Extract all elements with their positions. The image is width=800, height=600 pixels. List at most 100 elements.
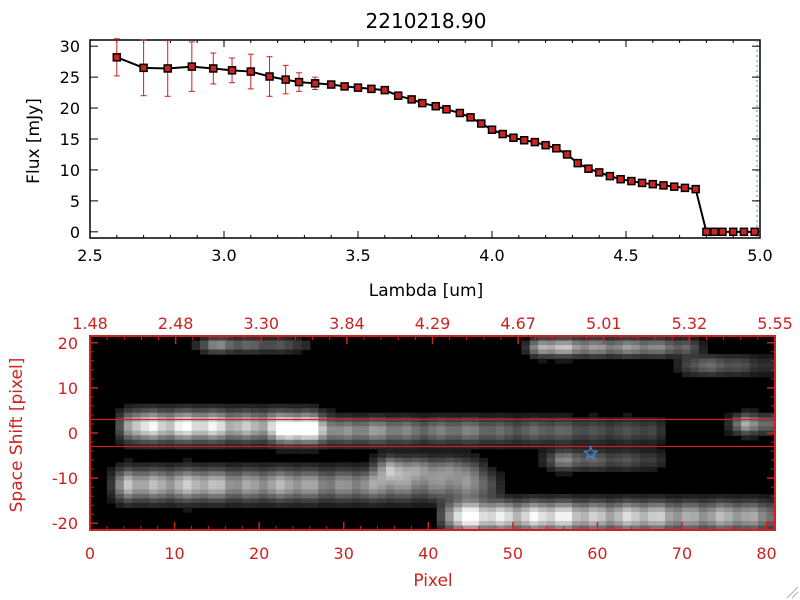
image-pixel bbox=[267, 345, 277, 351]
image-pixel bbox=[369, 426, 379, 432]
image-pixel bbox=[166, 421, 176, 427]
image-pixel bbox=[140, 502, 150, 509]
image-pixel bbox=[402, 484, 412, 490]
image-pixel bbox=[572, 426, 582, 432]
image-pixel bbox=[419, 466, 429, 472]
image-pixel bbox=[157, 493, 167, 500]
spectrum-data-point bbox=[281, 75, 290, 84]
image-top-tick-label: 4.67 bbox=[500, 314, 536, 333]
image-pixel bbox=[326, 493, 336, 500]
image-pixel bbox=[758, 426, 768, 432]
spectrum-data-point bbox=[627, 176, 636, 186]
image-pixel bbox=[681, 367, 692, 373]
image-pixel bbox=[470, 489, 480, 495]
image-pixel bbox=[428, 493, 438, 500]
image-pixel bbox=[639, 439, 649, 445]
image-pixel bbox=[732, 354, 742, 360]
image-pixel bbox=[758, 358, 768, 364]
image-pixel bbox=[588, 435, 599, 441]
image-pixel bbox=[267, 493, 277, 500]
image-pixel bbox=[318, 475, 328, 481]
image-pixel bbox=[411, 430, 421, 436]
image-pixel bbox=[715, 502, 725, 509]
image-pixel bbox=[555, 336, 565, 342]
image-pixel bbox=[639, 516, 649, 522]
image-pixel bbox=[259, 466, 269, 472]
image-pixel bbox=[453, 511, 463, 518]
image-pixel bbox=[360, 462, 370, 468]
image-pixel bbox=[149, 498, 159, 504]
image-pixel bbox=[301, 502, 311, 509]
image-pixel bbox=[529, 412, 539, 418]
image-pixel bbox=[563, 358, 573, 364]
image-pixel bbox=[284, 489, 294, 495]
image-pixel bbox=[360, 480, 370, 486]
spectrum-data-point bbox=[393, 91, 403, 100]
image-pixel bbox=[259, 475, 269, 481]
image-pixel bbox=[199, 439, 209, 445]
image-pixel bbox=[411, 489, 421, 495]
image-pixel bbox=[521, 412, 531, 418]
image-pixel bbox=[529, 435, 539, 441]
image-pixel bbox=[546, 516, 556, 522]
image-pixel bbox=[309, 489, 319, 495]
image-pixel bbox=[183, 403, 193, 409]
image-pixel bbox=[614, 426, 624, 432]
image-pixel bbox=[631, 421, 641, 427]
image-pixel bbox=[436, 484, 446, 490]
resize-grip-icon[interactable] bbox=[786, 586, 799, 599]
image-pixel bbox=[521, 340, 531, 346]
image-pixel bbox=[580, 462, 590, 468]
image-pixel bbox=[622, 435, 632, 441]
image-pixel bbox=[622, 430, 632, 436]
image-pixel bbox=[309, 498, 319, 504]
image-pixel bbox=[470, 475, 480, 481]
image-pixel bbox=[157, 435, 167, 441]
image-pixel bbox=[487, 439, 497, 445]
image-pixel bbox=[343, 421, 353, 427]
spectrum-data-point bbox=[594, 168, 604, 177]
image-pixel bbox=[563, 525, 573, 531]
image-pixel bbox=[622, 349, 632, 355]
image-pixel bbox=[259, 426, 269, 432]
image-pixel bbox=[377, 430, 387, 436]
image-pixel bbox=[622, 345, 632, 351]
image-pixel bbox=[538, 457, 548, 463]
image-pixel bbox=[123, 480, 133, 486]
image-pixel bbox=[377, 466, 387, 472]
image-pixel bbox=[724, 372, 734, 378]
image-pixel bbox=[157, 471, 167, 477]
image-pixel bbox=[470, 525, 480, 531]
image-pixel bbox=[259, 349, 269, 355]
image-pixel bbox=[563, 349, 573, 355]
image-pixel bbox=[106, 484, 116, 490]
image-pixel bbox=[292, 421, 303, 427]
image-pixel bbox=[470, 511, 480, 518]
image-pixel bbox=[428, 466, 438, 472]
image-pixel bbox=[445, 453, 455, 459]
image-pixel bbox=[445, 462, 455, 468]
image-pixel bbox=[546, 412, 556, 418]
image-pixel bbox=[191, 412, 201, 418]
image-pixel bbox=[436, 507, 446, 513]
image-pixel bbox=[242, 412, 252, 418]
image-pixel bbox=[402, 448, 412, 454]
image-pixel bbox=[250, 430, 260, 436]
image-pixel bbox=[436, 435, 446, 441]
image-pixel bbox=[690, 372, 700, 378]
image-pixel bbox=[758, 363, 768, 369]
image-pixel bbox=[191, 475, 201, 481]
image-pixel bbox=[479, 426, 489, 432]
image-pixel bbox=[588, 511, 599, 518]
image-pixel bbox=[563, 507, 573, 513]
image-pixel bbox=[242, 480, 252, 486]
image-pixel bbox=[259, 336, 269, 342]
image-pixel bbox=[715, 493, 725, 500]
image-pixel bbox=[690, 363, 700, 369]
image-pixel bbox=[555, 507, 565, 513]
image-pixel bbox=[622, 520, 632, 527]
image-pixel bbox=[301, 412, 311, 418]
image-pixel bbox=[470, 480, 480, 486]
image-pixel bbox=[529, 336, 539, 342]
